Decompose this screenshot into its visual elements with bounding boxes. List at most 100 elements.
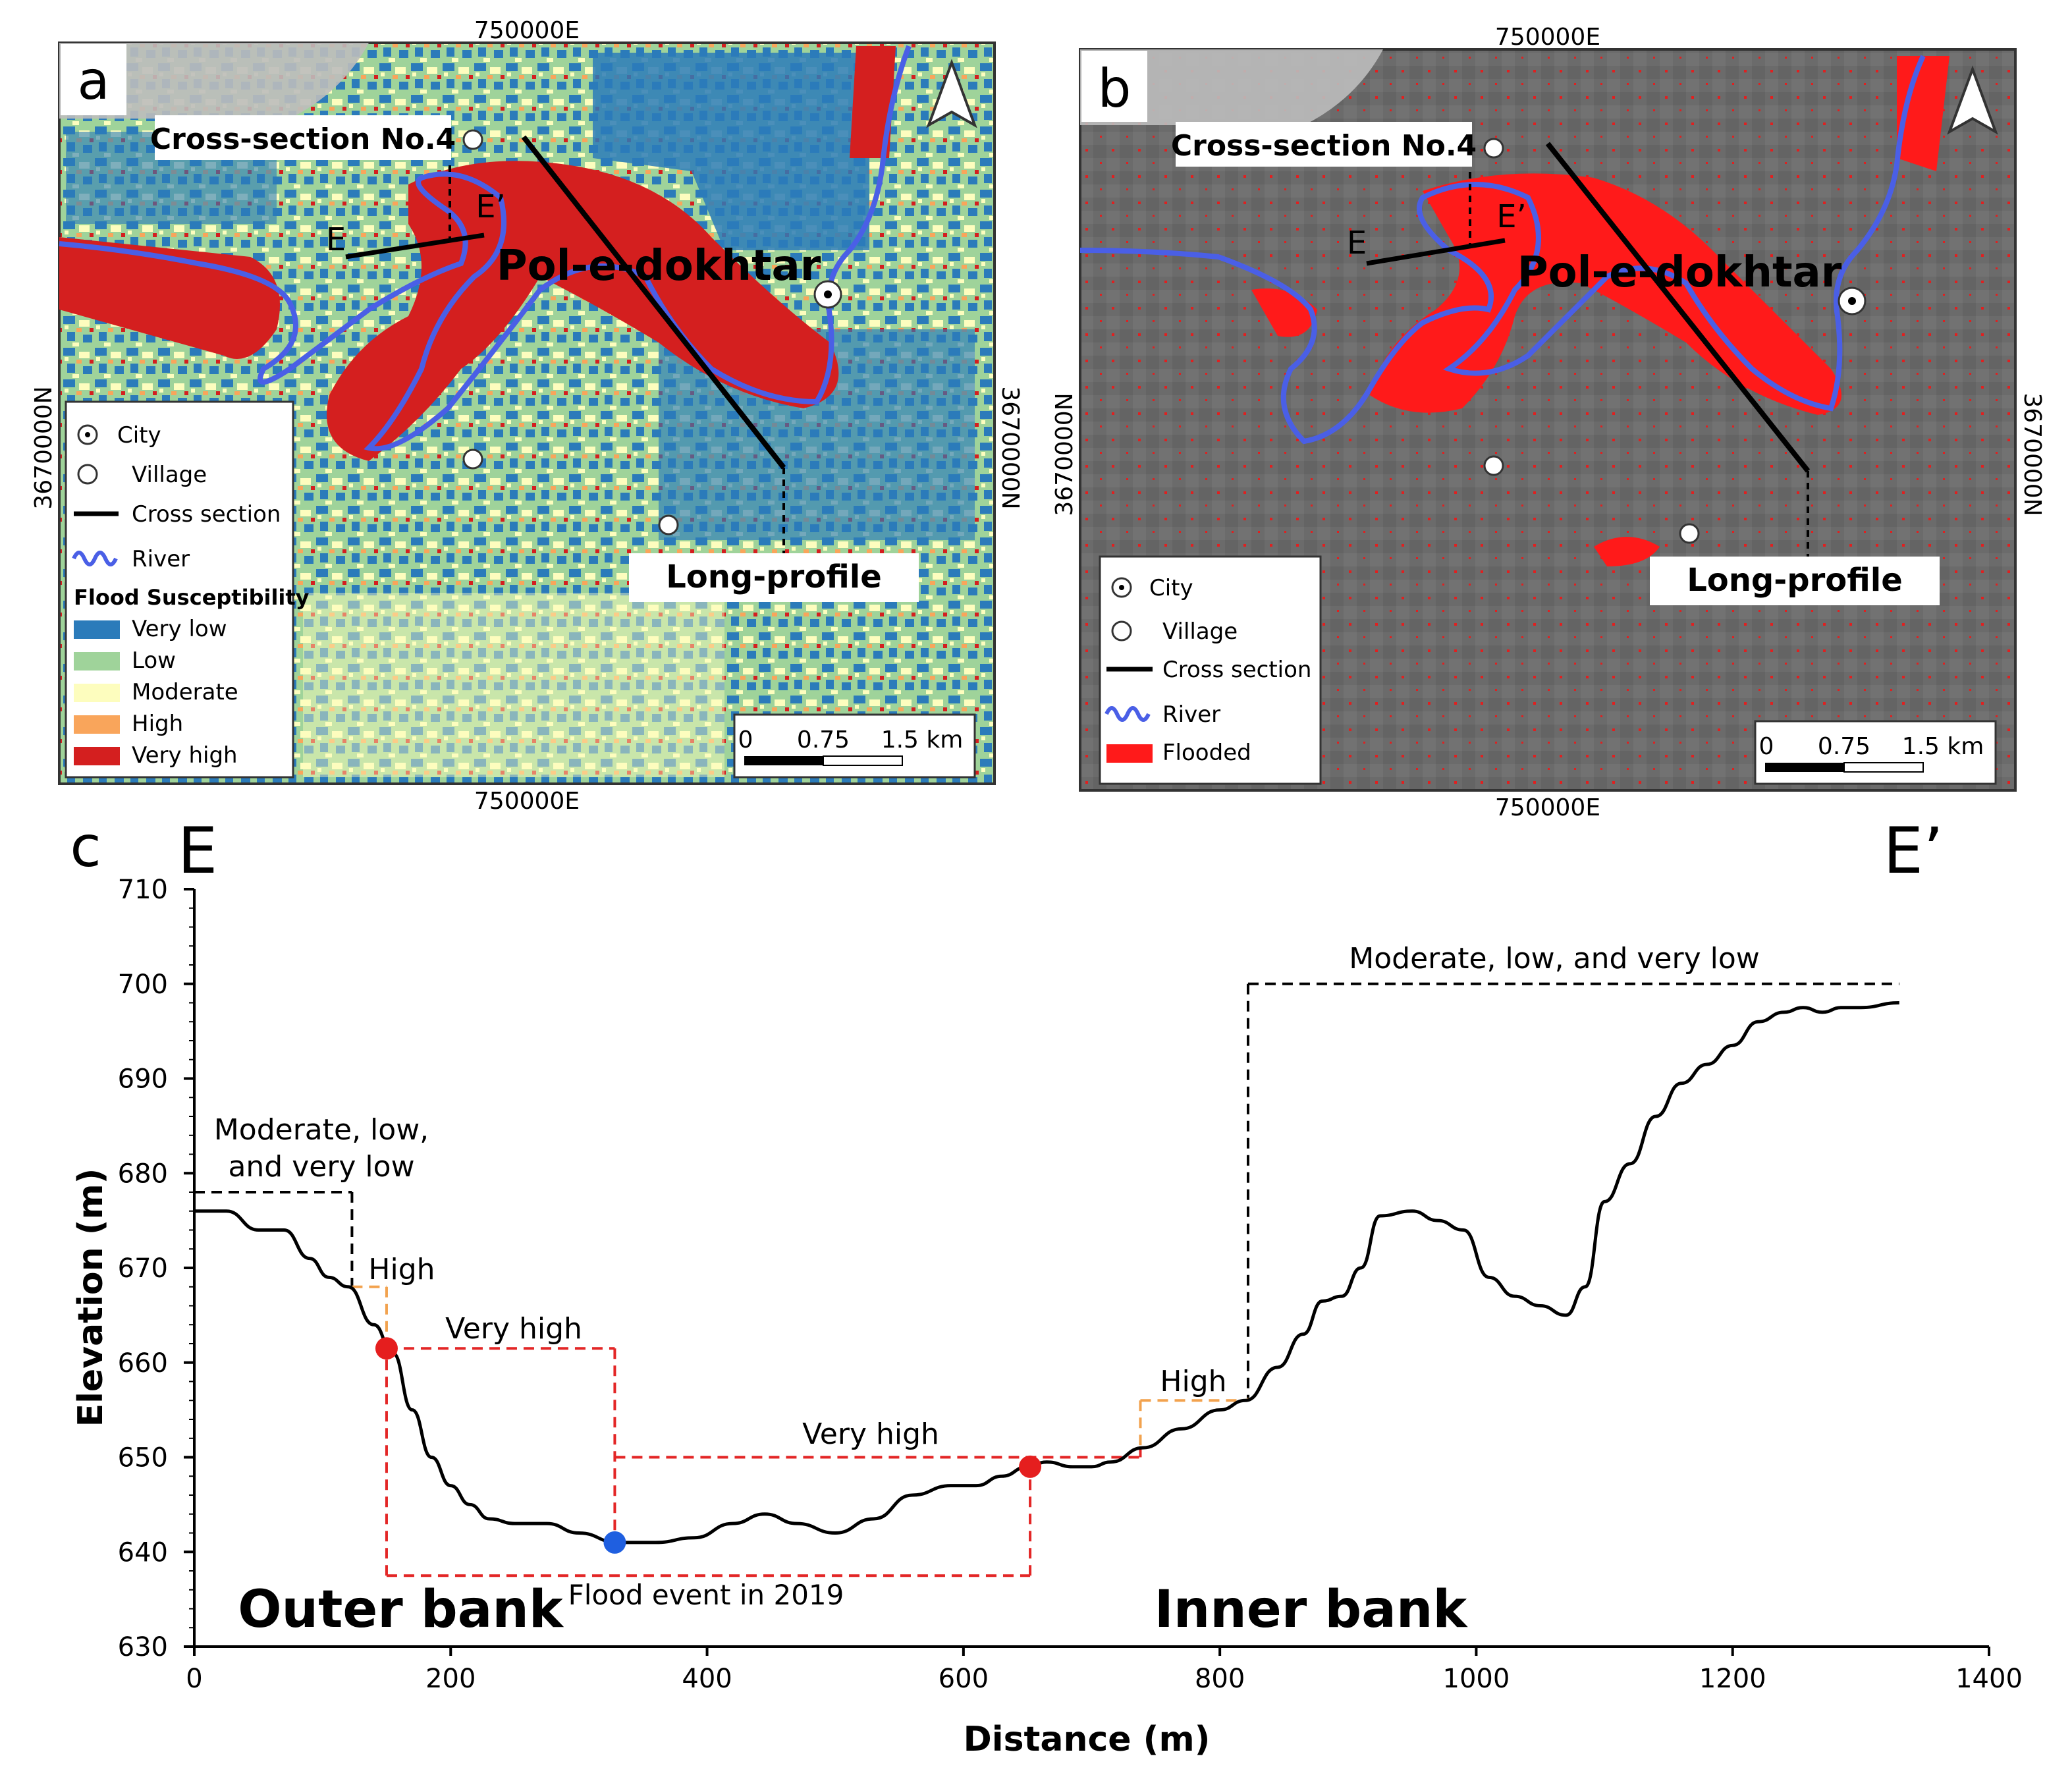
- panel-a-city-label: Pol-e-dokhtar: [497, 242, 821, 290]
- panel-a-coord-bottom: 750000E: [474, 788, 580, 815]
- panel-a-very-high-floodplain: [327, 161, 839, 461]
- panel-b-scale-black: [1765, 763, 1844, 772]
- panel-b-scale-white: [1843, 762, 1924, 773]
- panel-a-corner-mask: [59, 43, 369, 119]
- legend-river-label: River: [132, 546, 190, 572]
- zone-label-right-high: High: [1160, 1365, 1226, 1398]
- zone-label-center-very-high: Very high: [802, 1417, 939, 1451]
- legend-very-high-label: Very high: [132, 742, 238, 769]
- legend-moderate-label: Moderate: [132, 679, 238, 705]
- profile-point: [375, 1337, 398, 1360]
- legend-high-swatch: [74, 715, 120, 734]
- legend-village-label: Village: [132, 462, 207, 488]
- panel-b-scale-15: 1.5 km: [1902, 733, 1984, 760]
- panel-b-long-profile-line: [1545, 142, 1811, 473]
- panel-a-moderate-zone: [303, 593, 724, 777]
- y-axis-label: Elevation (m): [71, 1168, 111, 1427]
- legend-village-icon: [77, 464, 98, 485]
- panel-a-coord-top: 750000E: [474, 17, 580, 44]
- panel-b-cross-section-line: [1366, 238, 1506, 266]
- x-tick-label: 0: [186, 1664, 202, 1694]
- panel-c-e-prime-label: E’: [1883, 814, 1943, 888]
- panel-b-flooded-patch: [1594, 537, 1660, 566]
- legend-low-swatch: [74, 652, 120, 671]
- y-tick-label: 700: [118, 970, 168, 1000]
- legend-cross-section-label: Cross section: [132, 501, 281, 528]
- panel-a-scale-white: [823, 755, 903, 766]
- panel-a-letter-box: [61, 44, 126, 115]
- profile-point: [1019, 1455, 1042, 1478]
- panel-a-scale-box: [733, 713, 976, 779]
- panel-b-village-marker: [1679, 523, 1700, 544]
- panel-a-village-marker: [462, 449, 483, 470]
- zone-label-right-upper: Moderate, low, and very low: [1349, 942, 1759, 975]
- panel-a-coord-left: 3670000N: [30, 386, 57, 509]
- panel-b-coord-right: 3670000N: [2019, 393, 2046, 516]
- x-tick-label: 1400: [1955, 1664, 2023, 1694]
- panel-a-village-marker: [658, 514, 679, 535]
- x-tick-label: 200: [425, 1664, 476, 1694]
- panel-b: b Cross-section No.4 E E’ Pol-e-dokhtar …: [1051, 24, 2046, 821]
- legend-b-river-label: River: [1162, 701, 1220, 728]
- panel-b-letter: b: [1098, 58, 1131, 119]
- x-tick-label: 1200: [1699, 1664, 1766, 1694]
- panel-a-scale-0: 0: [738, 726, 753, 753]
- panel-b-cross-section-label: Cross-section No.4: [1171, 129, 1477, 163]
- panel-a-scale-075: 0.75: [797, 726, 850, 753]
- y-tick-label: 680: [118, 1159, 168, 1189]
- profile-point: [603, 1531, 626, 1554]
- panel-a-scale-bar: 0 0.75 1.5 km: [733, 713, 976, 779]
- panel-b-scale-box: [1754, 720, 1997, 785]
- panel-a-very-high-north: [850, 46, 896, 158]
- zone-label-left-high: High: [368, 1253, 435, 1286]
- panel-b-flooded-floodplain: [1370, 173, 1841, 415]
- panel-b-coord-bottom: 750000E: [1495, 794, 1600, 821]
- legend-city-label: City: [117, 422, 161, 449]
- zone-label-left-upper-1: Moderate, low,: [214, 1113, 429, 1147]
- legend-b-city-icon-dot: [1119, 585, 1124, 590]
- legend-b-city-label: City: [1149, 575, 1193, 601]
- legend-very-low-label: Very low: [132, 616, 227, 642]
- panel-a-long-profile-line: [521, 135, 786, 470]
- panel-b-coord-left: 3670000N: [1051, 393, 1078, 516]
- profile-points: [375, 1337, 1042, 1554]
- panel-b-coord-top: 750000E: [1495, 24, 1600, 51]
- profile-axes: 0 200 400 600 800 1000 1200 1400 630 640 650 660 670…: [118, 875, 2023, 1694]
- x-tick-label: 800: [1195, 1664, 1245, 1694]
- legend-b-village-label: Village: [1162, 618, 1238, 645]
- panel-a-cross-section-label-box: [155, 115, 451, 160]
- panel-c-letter: c: [70, 814, 101, 880]
- y-tick-label: 710: [118, 875, 168, 905]
- panel-b-corner-mask: [1080, 49, 1383, 125]
- legend-b-flooded-swatch: [1106, 744, 1153, 763]
- panel-a-coord-right: 3670000N: [996, 386, 1023, 509]
- legend-b-village-icon: [1111, 620, 1132, 642]
- panel-a-river: [59, 45, 912, 452]
- panel-b-village-marker: [1483, 138, 1504, 159]
- legend-river-icon: [72, 551, 118, 566]
- panel-a-letter: a: [77, 50, 109, 111]
- panel-b-scale-075: 0.75: [1818, 733, 1870, 760]
- panel-a-e-label: E: [326, 221, 346, 258]
- panel-a-long-profile-label-box: [629, 553, 919, 602]
- panel-a-north-arrow-icon: [926, 59, 977, 128]
- panel-b-letter-box: [1081, 51, 1147, 122]
- x-tick-label: 400: [682, 1664, 732, 1694]
- outer-bank-label: Outer bank: [238, 1580, 564, 1639]
- elevation-profile-line: [194, 1001, 1899, 1545]
- legend-b-cross-section-label: Cross section: [1162, 657, 1311, 683]
- x-tick-label: 1000: [1443, 1664, 1510, 1694]
- zone-label-left-upper-2: and very low: [228, 1150, 414, 1184]
- panel-b-city-label: Pol-e-dokhtar: [1517, 248, 1842, 297]
- y-tick-label: 660: [118, 1348, 168, 1379]
- y-tick-label: 670: [118, 1253, 168, 1284]
- panel-b-north-arrow-icon: [1947, 65, 1998, 135]
- y-tick-label: 630: [118, 1632, 168, 1662]
- panel-c: c E E’ 0 200 400 600 800 1000 1200 1400 630 640 65…: [70, 814, 2023, 1759]
- panel-b-cross-section-label-box: [1176, 122, 1472, 167]
- panel-c-e-label: E: [178, 814, 218, 888]
- inner-bank-label: Inner bank: [1155, 1580, 1469, 1639]
- legend-high-label: High: [132, 711, 183, 737]
- panel-b-city-dot: [1848, 297, 1856, 305]
